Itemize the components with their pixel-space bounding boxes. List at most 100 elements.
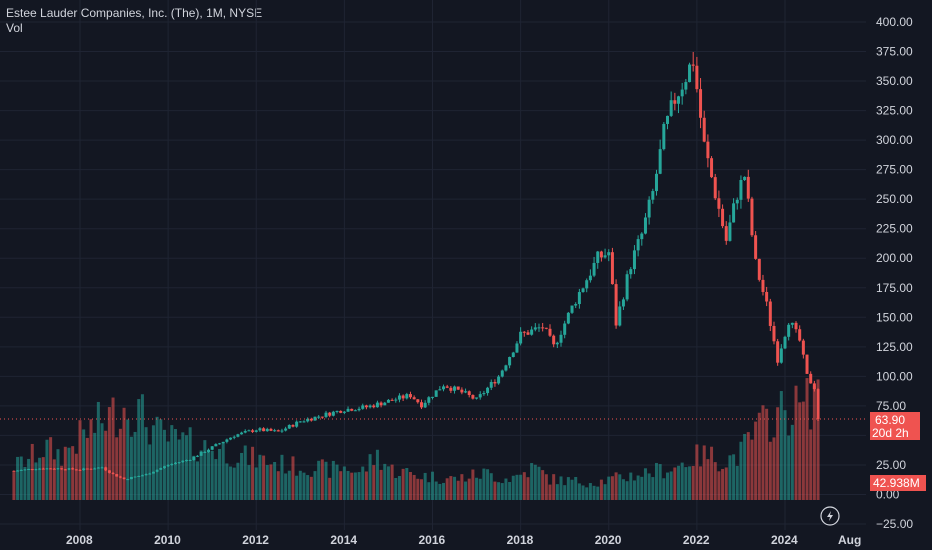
volume-bar xyxy=(115,437,119,500)
volume-bar xyxy=(677,465,681,500)
candle-body xyxy=(592,262,596,276)
volume-bar xyxy=(581,485,585,500)
volume-bar xyxy=(273,461,277,500)
volume-bar xyxy=(207,451,211,500)
volume-bar xyxy=(126,419,130,500)
volume-bar xyxy=(401,468,405,500)
candle-body xyxy=(431,396,434,398)
candle-body xyxy=(783,336,787,349)
candle-body xyxy=(243,431,247,433)
candle-body xyxy=(177,462,181,464)
candle-body xyxy=(809,373,813,384)
volume-bar xyxy=(423,472,427,500)
volume-bar xyxy=(621,479,625,500)
volume-bar xyxy=(19,456,23,500)
candle-body xyxy=(585,280,589,289)
volume-bar xyxy=(196,461,199,500)
volume-bar xyxy=(357,472,361,500)
candle-body xyxy=(750,198,754,236)
candle-body xyxy=(254,430,258,432)
volume-bar xyxy=(361,466,365,500)
volume-bar xyxy=(181,432,185,500)
candle-body xyxy=(291,424,295,427)
candle-body xyxy=(478,394,482,398)
candle-body xyxy=(265,428,269,432)
candle-body xyxy=(471,395,475,399)
volume-bar xyxy=(691,465,695,500)
candle-body xyxy=(548,328,552,336)
y-tick-label: 325.00 xyxy=(876,104,913,118)
volume-bar xyxy=(658,464,662,500)
volume-bar xyxy=(493,481,497,500)
volume-bar xyxy=(643,468,647,500)
candle-body xyxy=(721,208,725,227)
candle-body xyxy=(702,117,706,142)
candle-body xyxy=(765,291,769,302)
volume-bar xyxy=(177,439,181,500)
volume-bar xyxy=(640,476,644,500)
y-tick-label: 100.00 xyxy=(876,369,913,383)
candle-body xyxy=(196,455,199,457)
candle-body xyxy=(401,395,405,399)
candle-body xyxy=(522,331,526,333)
volume-bar xyxy=(419,479,423,500)
candle-body xyxy=(654,173,658,192)
candle-body xyxy=(423,402,427,408)
candle-body xyxy=(85,468,89,470)
volume-badge-bg xyxy=(870,475,926,491)
volume-bar xyxy=(757,412,761,500)
candle-body xyxy=(728,222,732,241)
volume-bar xyxy=(566,477,570,500)
volume-bar xyxy=(772,437,776,500)
volume-bar xyxy=(754,421,758,500)
volume-bar xyxy=(618,474,622,500)
volume-bar xyxy=(295,475,299,500)
volume-bar xyxy=(16,456,20,500)
candle-body xyxy=(768,301,772,326)
volume-bar xyxy=(353,472,357,500)
volume-bar xyxy=(52,459,56,500)
volume-bar xyxy=(699,466,703,500)
candle-body xyxy=(640,233,644,240)
candle-body xyxy=(662,123,666,150)
candle-body xyxy=(776,341,780,363)
candle-body xyxy=(159,468,163,470)
candle-body xyxy=(181,460,185,463)
candle-body xyxy=(353,410,357,412)
lightning-icon[interactable] xyxy=(820,506,840,526)
volume-bar xyxy=(801,401,805,500)
candle-body xyxy=(445,386,449,388)
candle-body xyxy=(464,391,468,393)
volume-bar xyxy=(27,458,31,500)
volume-bar xyxy=(739,441,743,500)
volume-bar xyxy=(269,464,273,500)
candle-body xyxy=(41,468,45,470)
volume-bar xyxy=(654,462,658,500)
y-tick-label: 125.00 xyxy=(876,340,913,354)
volume-bar xyxy=(251,446,255,500)
candle-body xyxy=(320,416,324,418)
volume-bar xyxy=(71,446,75,500)
candle-body xyxy=(588,275,592,281)
volume-bar xyxy=(713,462,717,500)
x-tick-label: 2022 xyxy=(683,533,710,547)
volume-bar xyxy=(610,476,614,500)
x-axis: 2008 2010 2012 2014 2016 2018 2020 2022 2024 Aug xyxy=(66,533,861,547)
candle-body xyxy=(408,394,412,398)
volume-bar xyxy=(350,472,354,500)
candle-body xyxy=(533,327,537,330)
volume-bar xyxy=(148,444,152,500)
volume-bar xyxy=(320,459,324,500)
candle-body xyxy=(368,405,372,408)
candle-body xyxy=(372,405,376,408)
candle-body xyxy=(691,64,695,66)
candle-body xyxy=(603,255,607,258)
candle-body xyxy=(184,460,188,462)
volume-bar xyxy=(592,485,596,500)
candle-body xyxy=(16,470,20,472)
volume-bar xyxy=(170,425,174,500)
x-tick-label: 2014 xyxy=(330,533,357,547)
candle-body xyxy=(82,468,86,471)
volume-bar xyxy=(717,471,721,500)
